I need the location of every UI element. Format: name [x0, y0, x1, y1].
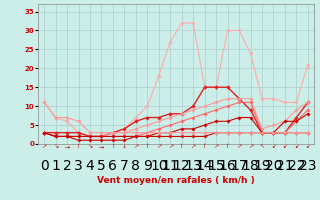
X-axis label: Vent moyen/en rafales ( km/h ): Vent moyen/en rafales ( km/h ) [97, 176, 255, 185]
